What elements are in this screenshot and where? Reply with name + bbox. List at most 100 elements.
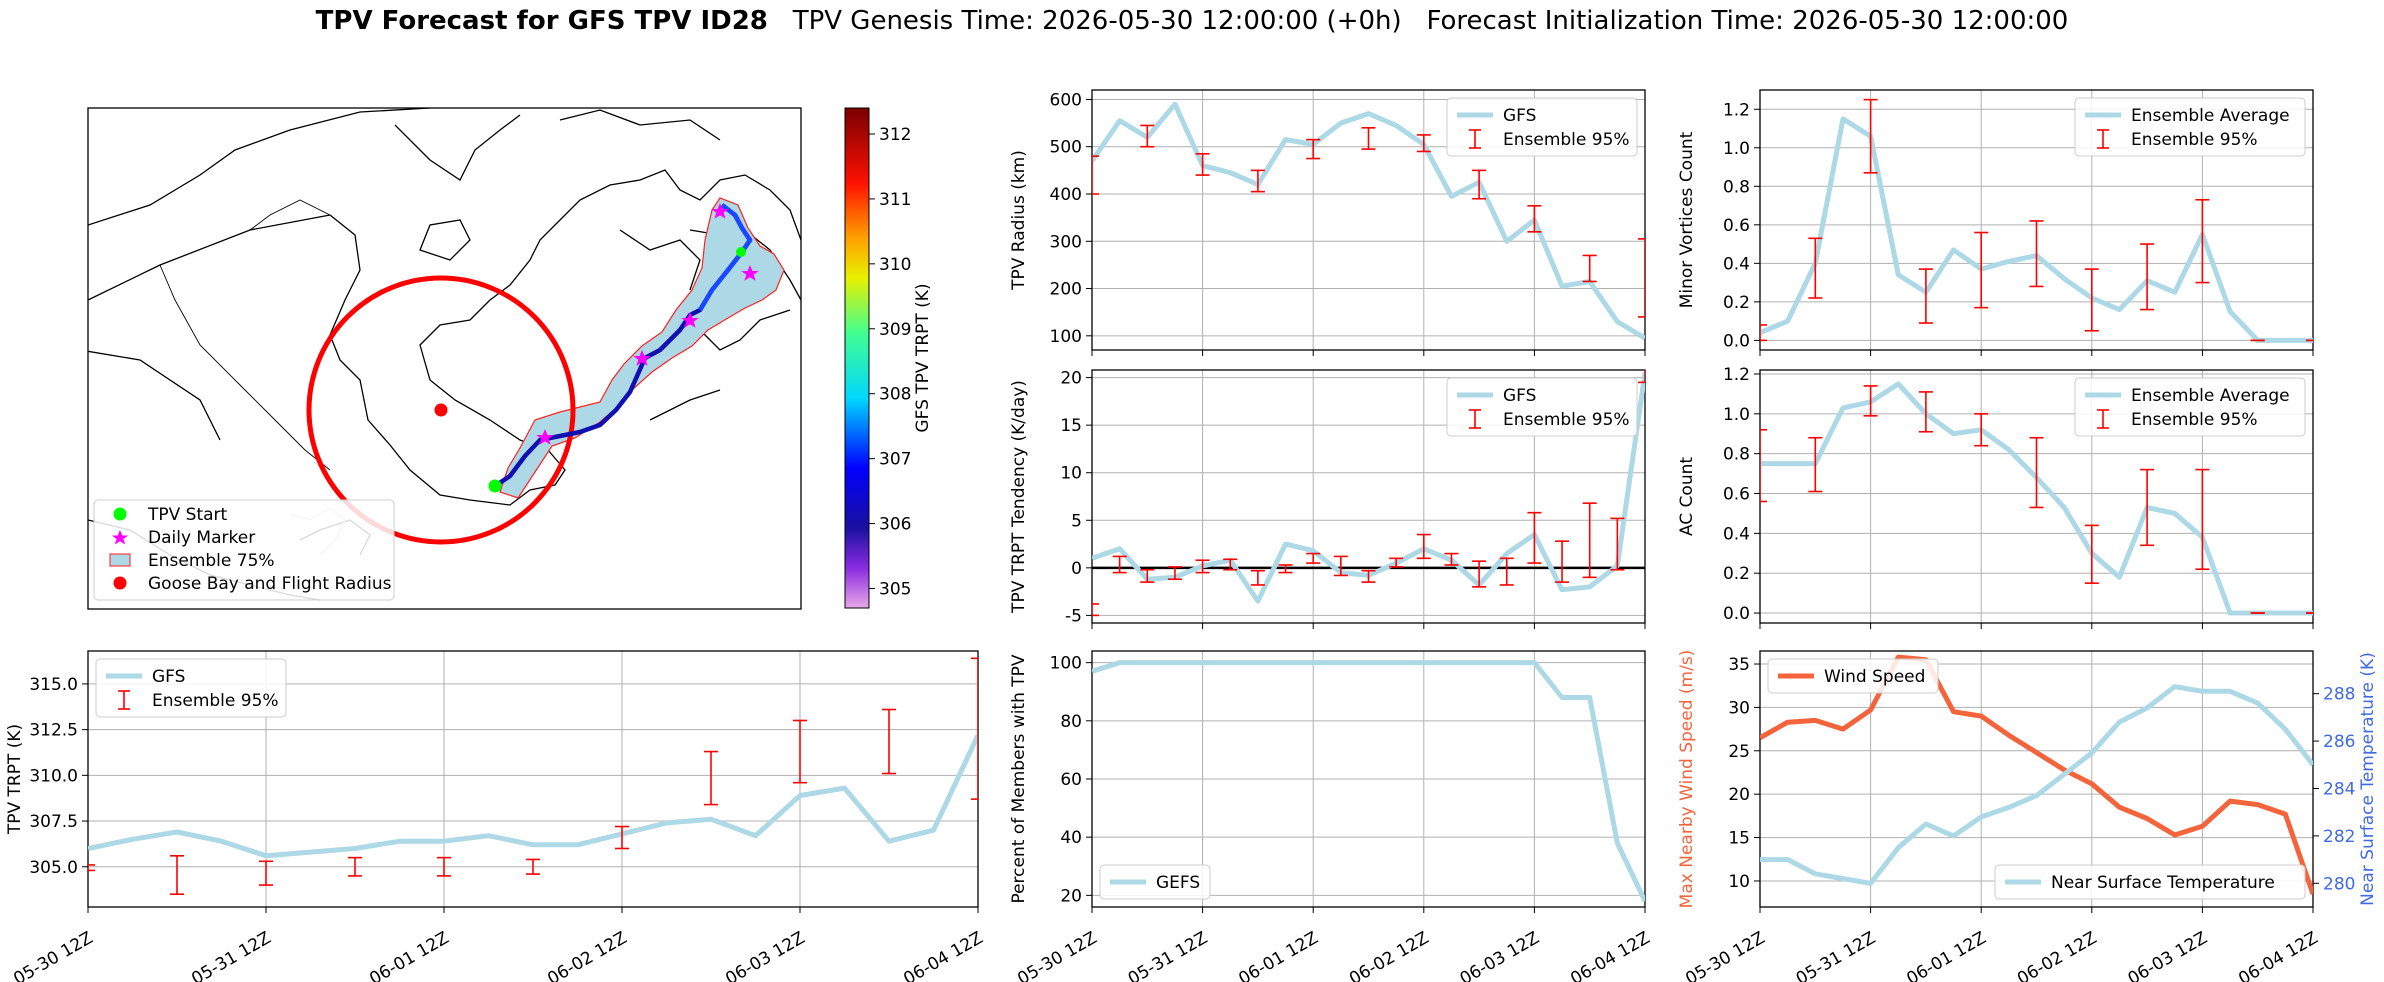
trpt-series — [88, 657, 978, 896]
tend-errorbar-9 — [1333, 555, 1348, 577]
members-series — [1092, 660, 1645, 903]
wind-ytick-label-3: 25 — [1728, 742, 1750, 762]
minor-ytick-label-1: 0.2 — [1723, 293, 1750, 313]
trpt-xtick-label-3: 06-02 12Z — [544, 928, 630, 982]
wind-xtick-label-4: 06-03 12Z — [2125, 928, 2211, 982]
radius-errorbar-1 — [1140, 124, 1155, 148]
tend-errorbar-19 — [1610, 517, 1625, 571]
colorbar-tick-label-3: 308 — [879, 385, 911, 405]
ac-errorbar-1 — [1808, 436, 1823, 493]
wind-xtick-label-5: 06-04 12Z — [2235, 928, 2321, 982]
wind-y2tick-label-4: 288 — [2323, 685, 2355, 705]
minor-errorbar-1 — [1808, 237, 1823, 299]
tpv-start-marker — [488, 479, 502, 493]
members-xtick-label-4: 06-03 12Z — [1457, 928, 1543, 982]
tend-ytick-label-1: 0 — [1071, 559, 1082, 579]
ac-ytick-label-1: 0.2 — [1723, 564, 1750, 584]
tend-errorbar-10 — [1361, 569, 1376, 583]
trpt-errorbar-6 — [615, 825, 629, 850]
radius-legend-label-0: GFS — [1503, 106, 1536, 126]
wind-y2label: Near Surface Temperature (K) — [2358, 652, 2378, 906]
minor-legend-box — [2074, 97, 2306, 157]
radius-errorbar-5 — [1361, 127, 1376, 150]
minor-legend-label-0: Ensemble Average — [2131, 106, 2290, 126]
trpt-legend-label-1: Ensemble 95% — [152, 691, 279, 711]
wind-ylabel: Max Nearby Wind Speed (m/s) — [1677, 650, 1697, 909]
tend-errorbar-11 — [1389, 557, 1404, 568]
tend-legend-label-0: GFS — [1503, 386, 1536, 406]
chart-minor: 0.0 0.2 0.4 0.6 0.8 1.0 1.2 Minor Vortices Coun… — [1677, 89, 2314, 356]
colorbar-tick-label-5: 310 — [879, 255, 911, 275]
wind-legend-label-0: Wind Speed — [1824, 667, 1925, 687]
colorbar-tick-label-7: 312 — [879, 125, 911, 145]
title-bold: TPV Forecast for GFS TPV ID28 — [315, 6, 768, 36]
minor-legend: Ensemble Average Ensemble 95% — [2074, 97, 2306, 157]
minor-ytick-label-6: 1.2 — [1723, 100, 1750, 120]
wind-y2tick-label-3: 286 — [2323, 732, 2355, 752]
tend-errorbar-7 — [1278, 564, 1293, 574]
ac-legend-label-0: Ensemble Average — [2131, 386, 2290, 406]
minor-errorbar-3 — [1918, 268, 1933, 324]
tend-errorbar-8 — [1306, 552, 1321, 564]
ac-ytick-label-0: 0.0 — [1723, 604, 1750, 624]
ac-ytick-label-3: 0.6 — [1723, 485, 1750, 505]
ac-errorbar-2 — [1863, 385, 1878, 417]
minor-ylabel: Minor Vortices Count — [1677, 131, 1697, 308]
members-xtick-label-2: 06-01 12Z — [1235, 928, 1321, 982]
colorbar-tick-label-1: 306 — [879, 515, 911, 535]
tend-errorbar-13 — [1444, 552, 1459, 566]
wind-ytick-label-2: 20 — [1728, 785, 1750, 805]
ac-ytick-label-6: 1.2 — [1723, 365, 1750, 385]
tend-ytick-label-0: -5 — [1065, 606, 1082, 626]
ac-errorbar-7 — [2140, 468, 2155, 547]
tend-errorbar-12 — [1416, 533, 1431, 560]
trpt-ytick-label-3: 312.5 — [29, 721, 78, 741]
tend-errorbar-0 — [1092, 603, 1099, 617]
legend-label-0: TPV Start — [147, 505, 228, 525]
ac-errorbar-4 — [1974, 413, 1989, 447]
wind-frame — [1759, 650, 2314, 908]
members-xtick-label-3: 06-02 12Z — [1346, 928, 1432, 982]
trpt-xtick-label-0: 05-30 12Z — [10, 928, 96, 982]
wind-legend-box — [1767, 658, 1939, 694]
figure-title: TPV Forecast for GFS TPV ID28 TPV Genesi… — [0, 6, 2384, 36]
members-ytick-label-4: 100 — [1050, 654, 1082, 674]
tend-series — [1092, 370, 1645, 617]
trpt-errorbar-9 — [882, 708, 896, 775]
ac-errorbar-3 — [1918, 391, 1933, 433]
trpt-errorbar-3 — [348, 856, 362, 877]
chart-radius: 100 200 300 400 500 600 TPV Radius (km) GFS Ense… — [1009, 89, 1646, 356]
radius-errorbar-2 — [1195, 153, 1210, 176]
ac-errorbar-0 — [1760, 428, 1767, 503]
title-genesis: TPV Genesis Time: 2026-05-30 12:00:00 (+… — [792, 6, 1402, 36]
members-xtick-label-0: 05-30 12Z — [1014, 928, 1100, 982]
radius-ytick-label-4: 500 — [1050, 138, 1082, 158]
ac-errorbar-6 — [2084, 524, 2099, 584]
legend-marker-3 — [113, 576, 127, 590]
minor-errorbar-2 — [1863, 98, 1878, 174]
tend-ytick-label-3: 10 — [1060, 464, 1082, 484]
wind-xtick-label-2: 06-01 12Z — [1903, 928, 1989, 982]
chart-ac: 0.0 0.2 0.4 0.6 0.8 1.0 1.2 AC Count Ensemble Av… — [1677, 365, 2314, 629]
tend-ytick-label-2: 5 — [1071, 511, 1082, 531]
trpt-errorbar-8 — [793, 719, 807, 784]
members-ytick-label-3: 80 — [1060, 712, 1082, 732]
legend-label-3: Goose Bay and Flight Radius — [148, 574, 392, 594]
wind-legend: Wind Speed — [1767, 658, 1939, 694]
radius-errorbar-4 — [1306, 138, 1321, 160]
wind-y2tick-label-0: 280 — [2323, 874, 2355, 894]
wind-ytick-label-5: 35 — [1728, 655, 1750, 675]
colorbar-tick-label-4: 309 — [879, 320, 911, 340]
radius-series — [1092, 101, 1645, 341]
minor-errorbar-4 — [1974, 231, 1989, 309]
legend-marker-2 — [109, 553, 131, 567]
members-ytick-label-0: 20 — [1060, 886, 1082, 906]
colorbar-tick-label-6: 311 — [879, 190, 911, 210]
tend-errorbar-1 — [1112, 555, 1127, 574]
members-legend: GEFS — [1099, 864, 1211, 900]
map-panel: TPV Start Daily Marker Ensemble 75% Goose B… — [87, 107, 933, 610]
trpt-ytick-label-2: 310.0 — [29, 766, 78, 786]
ac-legend-box — [2074, 377, 2306, 437]
legend-label-2: Ensemble 75% — [148, 551, 275, 571]
